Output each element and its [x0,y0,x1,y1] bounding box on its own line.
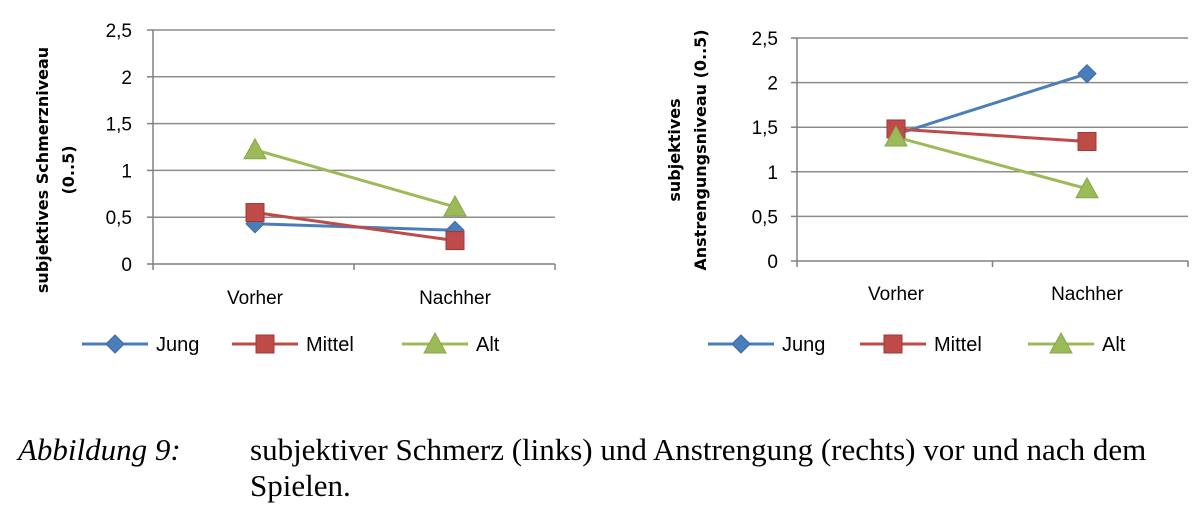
y-tick-label: 2 [121,68,132,89]
data-point-mittel [1077,131,1097,151]
y-axis-title: (0..5) [59,145,78,194]
y-tick-label: 1 [121,161,132,182]
legend-marker-mittel [883,334,903,354]
y-tick-label: 2,5 [752,29,778,50]
legend-label: Mittel [934,334,982,356]
caption-text: subjektiver Schmerz (links) und Anstreng… [250,432,1147,503]
y-tick-label: 2 [767,74,778,95]
legend-marker-jung [105,334,125,354]
y-tick-label: 2,5 [106,21,132,42]
series-line-mittel [254,211,456,243]
series-line-jung [895,72,1088,136]
y-tick-label: 0,5 [106,208,132,229]
data-point-alt [1075,176,1099,199]
legend-label: Alt [1102,334,1126,356]
legend-label: Alt [476,334,500,356]
legend-label: Jung [782,334,825,356]
y-axis-title: subjektives Schmerzniveau [33,47,52,293]
legend-label: Mittel [306,334,354,356]
y-tick-label: 0 [767,252,778,273]
chart-1: 0 0,5 1 1,5 2 2,5 Vorher Nachher subjektives Sch… [33,21,556,356]
series-line-alt [895,135,1088,191]
series-line-mittel [895,127,1088,143]
data-point-mittel [445,231,465,251]
chart-2: 0 0,5 1 1,5 2 2,5 Vorher Nachher subjektives Anst… [665,29,1189,356]
x-tick-label: Nachher [1051,284,1123,305]
y-tick-label: 1 [767,163,778,184]
y-tick-label: 0 [121,255,132,276]
y-axis-title: Anstrengungsniveau (0..5) [691,29,710,270]
legend-label: Jung [156,334,199,356]
x-tick-label: Nachher [419,288,491,309]
charts-canvas: 0 0,5 1 1,5 2 2,5 Vorher Nachher subjektives Sch… [33,21,1189,356]
x-tick-label: Vorher [868,284,925,305]
legend-marker-alt [423,331,447,354]
data-point-jung [1077,63,1097,84]
x-tick-label: Vorher [227,288,284,309]
legend: Jung Mittel Alt [708,331,1126,356]
y-tick-label: 1,5 [106,115,132,136]
legend-marker-mittel [255,334,275,354]
series-line-alt [254,148,456,209]
y-axis-title: subjektives [665,98,684,201]
y-tick-label: 1,5 [752,118,778,139]
data-point-alt [443,194,467,217]
data-point-alt [243,137,267,160]
data-point-alt [884,124,908,147]
y-tick-label: 0,5 [752,207,778,228]
legend-marker-jung [731,334,751,354]
legend: Jung Mittel Alt [82,331,500,356]
data-point-mittel [245,203,265,223]
legend-marker-alt [1049,331,1073,354]
caption-label: Abbildung 9: [18,432,181,467]
